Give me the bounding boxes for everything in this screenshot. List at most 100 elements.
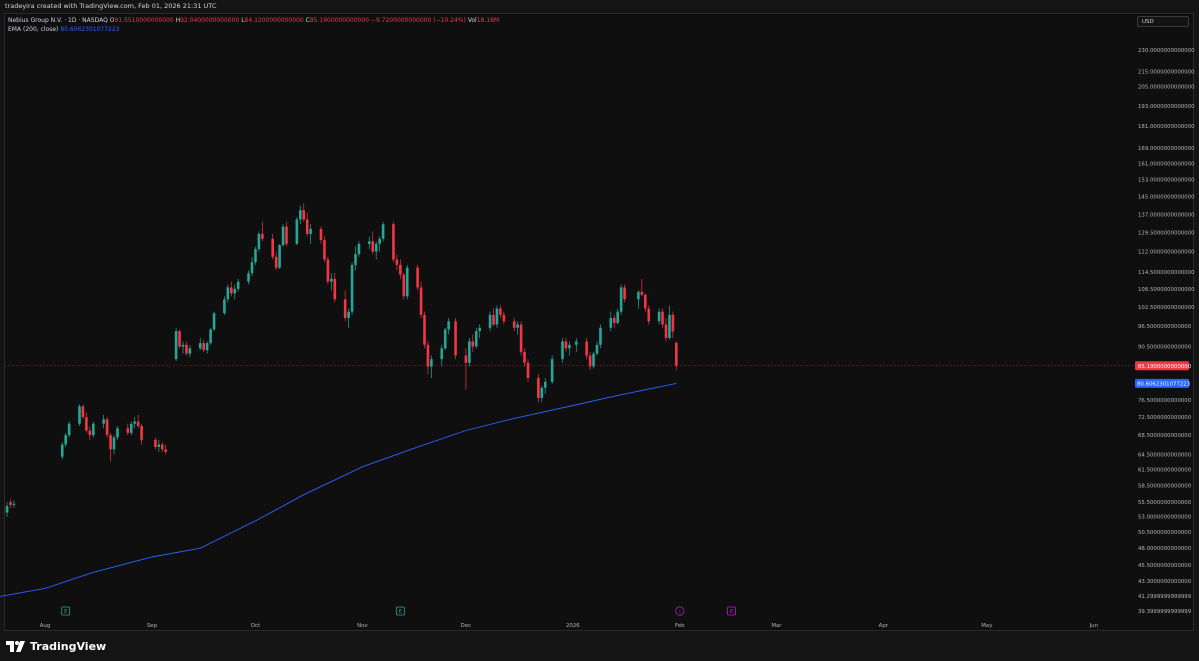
candle-up[interactable]	[443, 329, 447, 349]
candle-up[interactable]	[468, 341, 471, 363]
candle-down[interactable]	[426, 344, 430, 367]
candle-up[interactable]	[516, 324, 519, 328]
candle-down[interactable]	[502, 314, 506, 322]
candle-down[interactable]	[640, 291, 644, 295]
candle-up[interactable]	[78, 406, 81, 424]
candle-up[interactable]	[474, 331, 478, 347]
candle-up[interactable]	[357, 243, 361, 255]
candle-down[interactable]	[161, 444, 164, 450]
candle-up[interactable]	[226, 287, 230, 300]
candle-up[interactable]	[347, 311, 350, 319]
candle-up[interactable]	[440, 348, 444, 360]
candle-down[interactable]	[512, 321, 516, 328]
candle-up[interactable]	[102, 419, 105, 424]
candle-up[interactable]	[309, 228, 312, 234]
candle-up[interactable]	[205, 343, 209, 351]
currency-selector[interactable]: USD	[1137, 16, 1189, 27]
candle-up[interactable]	[550, 359, 554, 382]
candle-down[interactable]	[675, 342, 678, 366]
brand-logo[interactable]: TradingView	[6, 640, 106, 653]
dividend-event-icon[interactable]	[675, 606, 685, 616]
candle-down[interactable]	[399, 264, 402, 275]
candle-down[interactable]	[647, 308, 651, 322]
candle-up[interactable]	[488, 314, 492, 328]
candle-down[interactable]	[81, 406, 85, 418]
candle-down[interactable]	[285, 226, 288, 244]
candle-down[interactable]	[464, 355, 468, 363]
candle-up[interactable]	[595, 344, 599, 354]
candle-down[interactable]	[202, 343, 205, 351]
candle-up[interactable]	[181, 344, 185, 347]
candle-up[interactable]	[64, 435, 67, 445]
candle-down[interactable]	[319, 228, 323, 241]
candle-down[interactable]	[623, 287, 626, 300]
candle-down[interactable]	[274, 256, 278, 268]
candle-down[interactable]	[261, 233, 264, 239]
candle-up[interactable]	[223, 299, 226, 314]
candle-up[interactable]	[330, 278, 333, 282]
candle-up[interactable]	[188, 348, 192, 354]
candle-down[interactable]	[140, 425, 143, 440]
candle-up[interactable]	[295, 219, 299, 244]
candle-up[interactable]	[430, 359, 433, 367]
candle-up[interactable]	[609, 318, 613, 328]
candle-down[interactable]	[664, 324, 668, 338]
candle-down[interactable]	[136, 421, 140, 426]
candle-up[interactable]	[354, 254, 357, 265]
candle-up[interactable]	[668, 314, 671, 338]
candle-up[interactable]	[247, 273, 250, 282]
candle-up[interactable]	[568, 344, 571, 349]
candle-up[interactable]	[381, 224, 385, 239]
candle-down[interactable]	[564, 341, 568, 349]
candle-down[interactable]	[661, 311, 664, 325]
candle-down[interactable]	[305, 219, 309, 234]
candle-down[interactable]	[271, 238, 274, 257]
earnings-event-icon[interactable]	[395, 606, 405, 616]
candle-down[interactable]	[371, 241, 375, 252]
candle-up[interactable]	[112, 437, 116, 450]
candle-up[interactable]	[592, 353, 595, 367]
candle-down[interactable]	[185, 344, 188, 354]
candle-down[interactable]	[178, 331, 181, 347]
candle-down[interactable]	[523, 351, 526, 363]
candle-up[interactable]	[543, 381, 547, 388]
candle-down[interactable]	[326, 259, 330, 282]
candle-up[interactable]	[374, 243, 378, 252]
candle-down[interactable]	[323, 240, 326, 260]
candle-down[interactable]	[416, 267, 419, 288]
candle-up[interactable]	[12, 503, 16, 505]
candle-up[interactable]	[405, 267, 409, 297]
candle-up[interactable]	[378, 238, 381, 244]
candle-down[interactable]	[588, 355, 592, 367]
candle-up[interactable]	[278, 245, 281, 268]
candle-up[interactable]	[447, 321, 450, 330]
candle-up[interactable]	[257, 233, 261, 250]
candle-up[interactable]	[254, 249, 257, 263]
candle-up[interactable]	[616, 311, 619, 323]
candle-down[interactable]	[9, 502, 12, 505]
candle-down[interactable]	[88, 430, 92, 436]
candle-down[interactable]	[671, 314, 675, 332]
candle-up[interactable]	[478, 327, 481, 332]
candle-up[interactable]	[495, 308, 499, 325]
candle-up[interactable]	[5, 506, 9, 513]
candle-up[interactable]	[657, 311, 661, 322]
candle-up[interactable]	[250, 262, 254, 274]
candle-down[interactable]	[302, 210, 306, 220]
candle-up[interactable]	[116, 428, 119, 438]
candle-down[interactable]	[154, 439, 157, 447]
candle-up[interactable]	[637, 291, 640, 300]
candle-down[interactable]	[537, 377, 540, 398]
candle-up[interactable]	[236, 281, 240, 289]
candle-down[interactable]	[105, 419, 109, 436]
candle-down[interactable]	[85, 417, 88, 431]
candle-up[interactable]	[129, 423, 133, 433]
legend-symbol[interactable]: Nebius Group N.V. · 1D · NASDAQ	[8, 17, 108, 24]
candle-down[interactable]	[612, 318, 616, 323]
candle-down[interactable]	[392, 224, 395, 260]
earnings-event-icon[interactable]	[61, 606, 71, 616]
candle-up[interactable]	[575, 341, 578, 345]
candle-down[interactable]	[419, 287, 423, 315]
candle-up[interactable]	[174, 331, 178, 360]
candle-up[interactable]	[599, 327, 602, 345]
